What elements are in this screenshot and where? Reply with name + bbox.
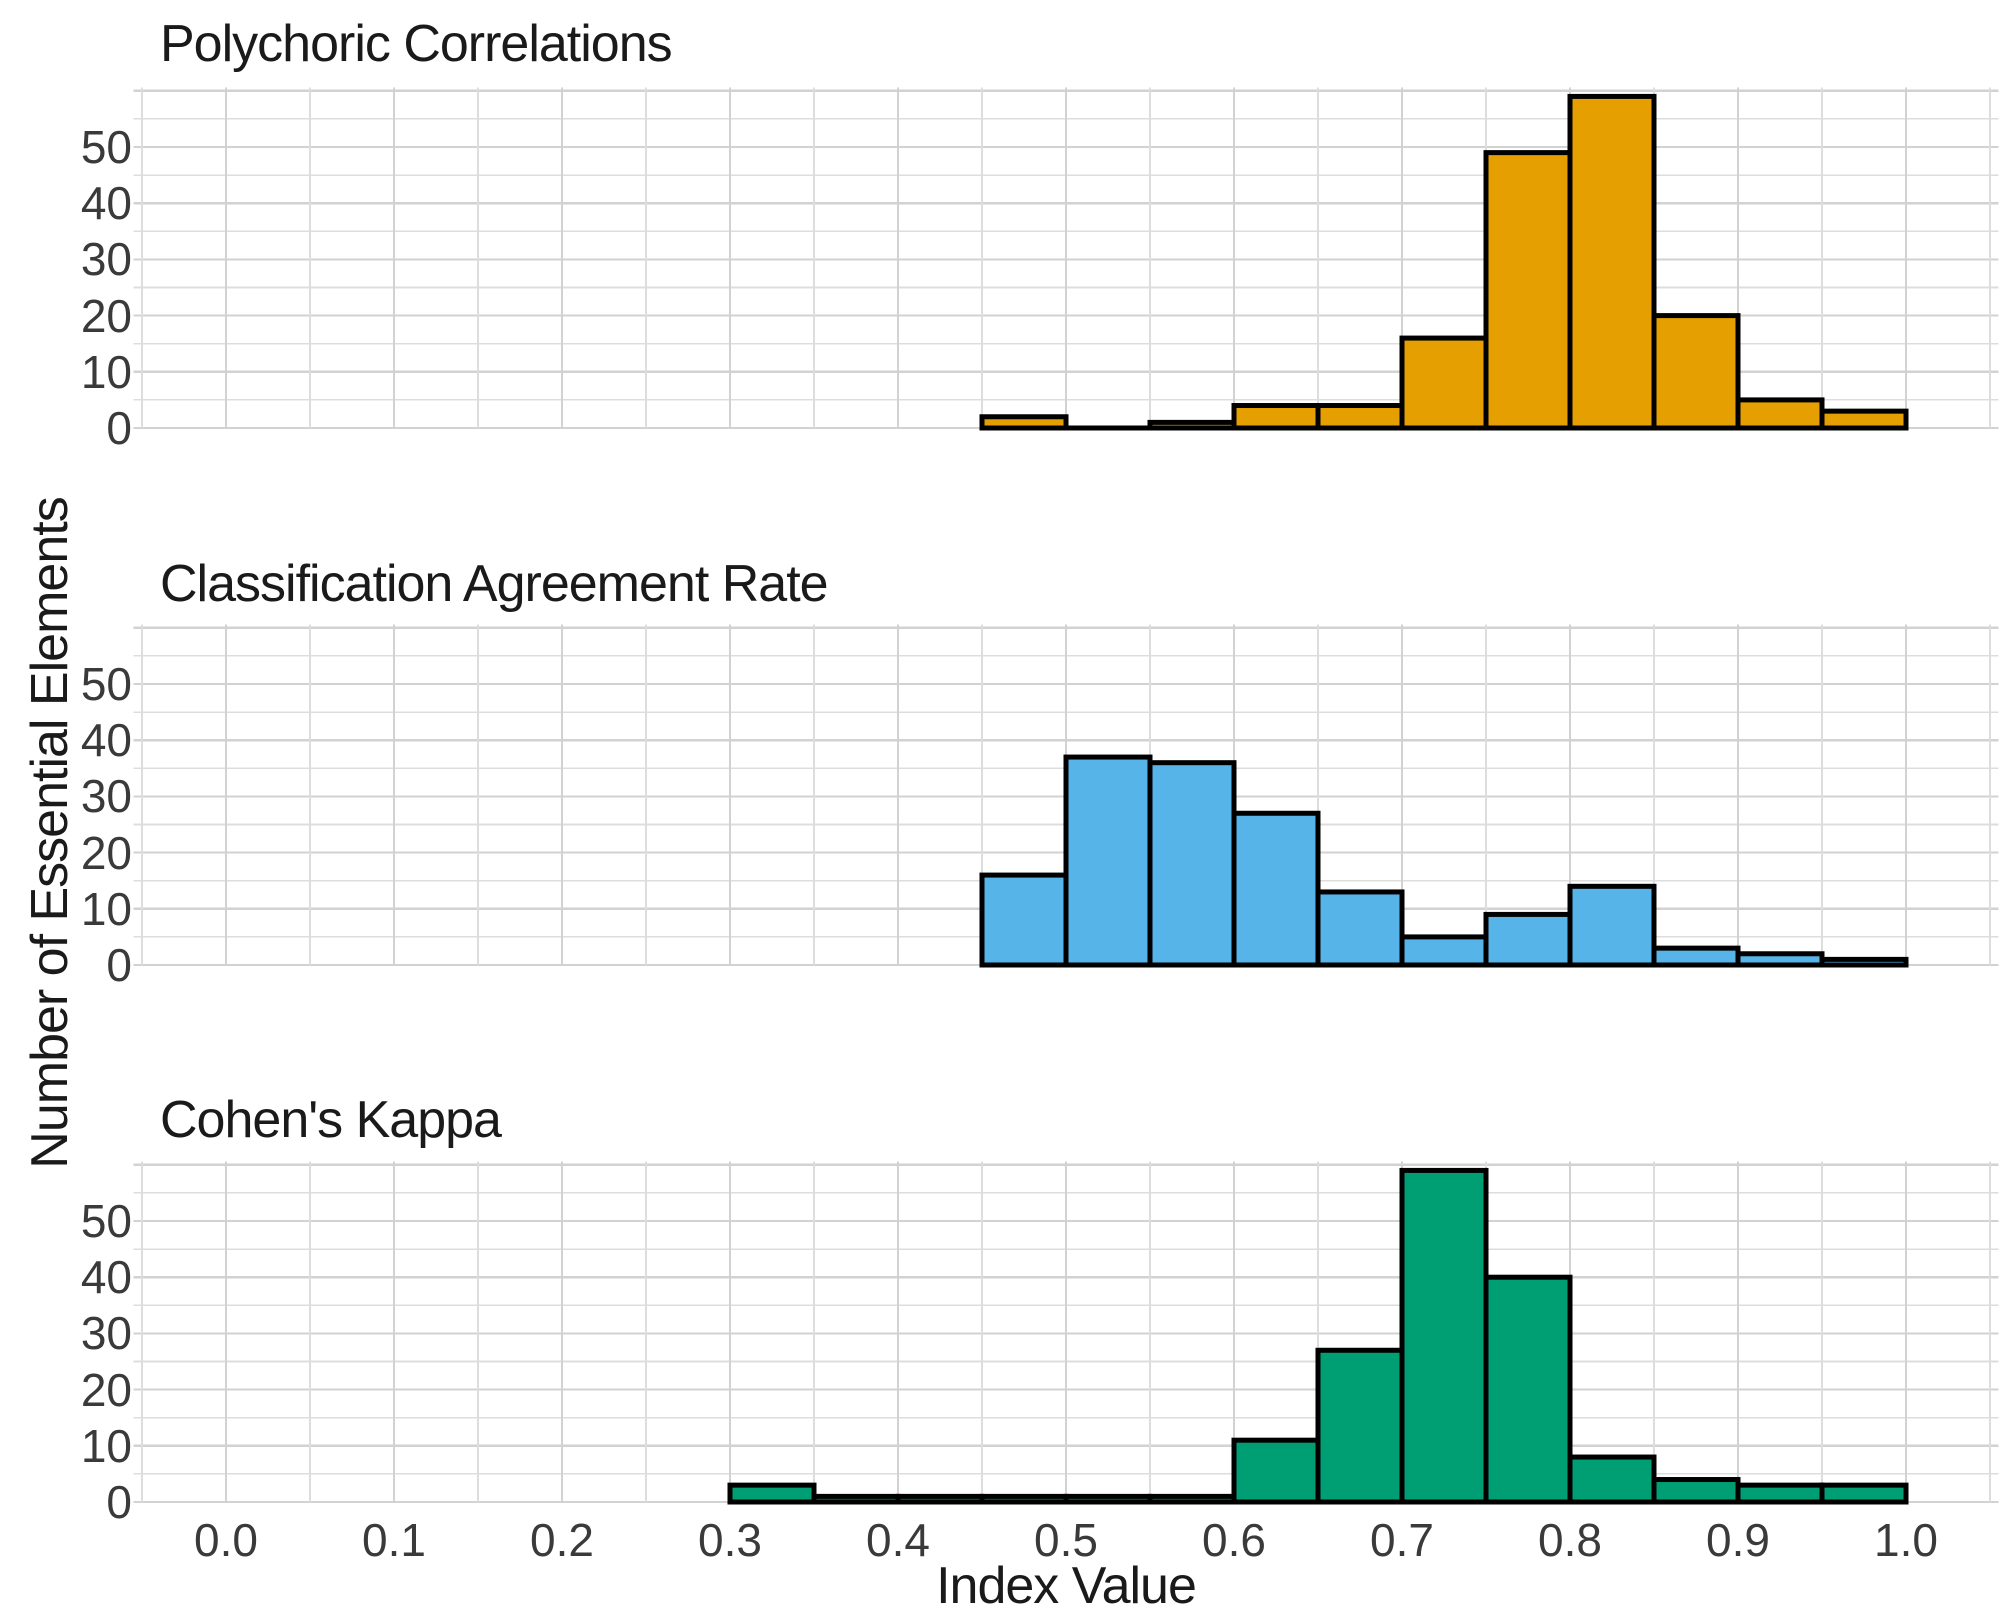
y-tick-label: 50 bbox=[80, 1195, 132, 1247]
histogram-bar bbox=[1735, 397, 1825, 431]
y-tick-label: 30 bbox=[80, 1307, 132, 1360]
histogram-bar bbox=[979, 872, 1069, 968]
histogram-bar bbox=[1147, 1493, 1237, 1505]
y-tick-label: 30 bbox=[80, 233, 132, 286]
histogram-bar bbox=[1819, 1482, 1909, 1505]
histogram-bar bbox=[1147, 760, 1237, 968]
y-tick-label: 50 bbox=[80, 658, 132, 710]
histogram-bar bbox=[1735, 1482, 1825, 1505]
x-tick-label: 0.0 bbox=[194, 1514, 258, 1566]
histogram-bar bbox=[1399, 934, 1489, 968]
histogram-bar bbox=[1063, 754, 1153, 968]
histogram-bar bbox=[1315, 889, 1405, 968]
panel-title-kappa: Cohen's Kappa bbox=[160, 1091, 502, 1149]
histogram-bar bbox=[1063, 1493, 1153, 1505]
histogram-bar bbox=[1819, 956, 1909, 968]
x-tick-label: 0.8 bbox=[1538, 1514, 1602, 1566]
x-tick-label: 0.2 bbox=[530, 1514, 594, 1566]
histogram-bar bbox=[1567, 93, 1657, 431]
y-tick-label: 50 bbox=[80, 121, 132, 173]
histogram-bar bbox=[811, 1493, 901, 1505]
histogram-bar bbox=[1819, 408, 1909, 431]
panel-title-classification: Classification Agreement Rate bbox=[160, 555, 829, 613]
x-tick-label: 0.4 bbox=[866, 1514, 930, 1566]
histogram-bar bbox=[1651, 1477, 1741, 1505]
histogram-bar bbox=[1483, 1274, 1573, 1505]
histogram-bar bbox=[1735, 951, 1825, 968]
histogram-bar bbox=[1651, 313, 1741, 431]
y-tick-label: 0 bbox=[106, 939, 132, 991]
y-tick-label: 40 bbox=[80, 714, 132, 767]
histogram-bar bbox=[1567, 883, 1657, 968]
histogram-bar bbox=[979, 1493, 1069, 1505]
histogram-bar bbox=[1651, 945, 1741, 968]
x-tick-label: 0.6 bbox=[1202, 1514, 1266, 1566]
y-tick-label: 0 bbox=[106, 402, 132, 454]
panel-title-polychoric: Polychoric Correlations bbox=[160, 15, 673, 73]
y-tick-label: 30 bbox=[80, 770, 132, 823]
y-tick-label: 10 bbox=[80, 1419, 132, 1472]
x-tick-label: 0.9 bbox=[1706, 1514, 1770, 1566]
histogram-bar bbox=[1231, 403, 1321, 431]
x-tick-label: 0.1 bbox=[362, 1514, 426, 1566]
y-tick-label: 20 bbox=[80, 826, 132, 879]
histogram-bar bbox=[1483, 911, 1573, 968]
y-tick-label: 10 bbox=[80, 345, 132, 398]
histogram-bar bbox=[895, 1493, 985, 1505]
y-tick-label: 20 bbox=[80, 1363, 132, 1416]
histogram-bar bbox=[1315, 403, 1405, 431]
x-tick-label: 1.0 bbox=[1874, 1514, 1938, 1566]
histogram-bar bbox=[1483, 150, 1573, 431]
histogram-bar bbox=[1399, 335, 1489, 431]
histogram-bar bbox=[1231, 1437, 1321, 1505]
histogram-bar bbox=[1399, 1167, 1489, 1505]
histogram-bar bbox=[979, 414, 1069, 431]
histogram-bar bbox=[1567, 1454, 1657, 1505]
histogram-bar bbox=[1231, 810, 1321, 968]
histogram-bar bbox=[1147, 419, 1237, 431]
x-axis-title: Index Value bbox=[936, 1557, 1197, 1612]
x-tick-label: 0.7 bbox=[1370, 1514, 1434, 1566]
y-tick-label: 40 bbox=[80, 177, 132, 230]
x-tick-label: 0.3 bbox=[698, 1514, 762, 1566]
y-tick-label: 20 bbox=[80, 289, 132, 342]
y-tick-label: 0 bbox=[106, 1476, 132, 1528]
histogram-bar bbox=[1315, 1347, 1405, 1505]
y-tick-label: 10 bbox=[80, 882, 132, 935]
x-tick-label: 0.5 bbox=[1034, 1514, 1098, 1566]
y-tick-label: 40 bbox=[80, 1251, 132, 1304]
histogram-bar bbox=[727, 1482, 817, 1505]
